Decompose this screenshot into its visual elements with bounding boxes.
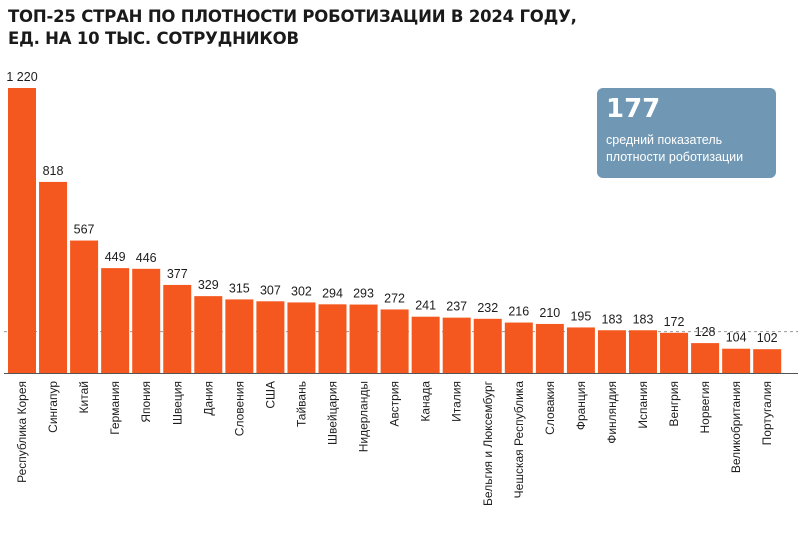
bar bbox=[380, 309, 409, 373]
category-label: Словения bbox=[232, 381, 246, 436]
category-label: Австрия bbox=[388, 381, 402, 427]
bar bbox=[256, 301, 285, 373]
bar bbox=[597, 330, 626, 373]
value-label: 210 bbox=[539, 306, 560, 320]
value-label: 294 bbox=[322, 286, 343, 300]
category-label: Чешская Республика bbox=[512, 381, 526, 499]
bar bbox=[411, 316, 440, 373]
category-label: Германия bbox=[108, 381, 122, 435]
value-label: 1 220 bbox=[6, 70, 37, 84]
value-label: 377 bbox=[167, 267, 188, 281]
value-label: 237 bbox=[446, 300, 467, 314]
bar bbox=[691, 343, 720, 373]
value-label: 446 bbox=[136, 251, 157, 265]
category-label: Бельгия и Люксембург bbox=[481, 380, 495, 506]
value-label: 232 bbox=[477, 301, 498, 315]
category-label: Китай bbox=[77, 381, 91, 413]
category-label: Испания bbox=[636, 381, 650, 429]
bar bbox=[442, 317, 471, 373]
category-label: Швеция bbox=[170, 381, 184, 425]
value-label: 172 bbox=[664, 315, 685, 329]
bar bbox=[722, 348, 751, 373]
value-label: 183 bbox=[602, 312, 623, 326]
bar bbox=[753, 349, 782, 373]
bar bbox=[566, 327, 595, 373]
category-label: Дания bbox=[201, 381, 215, 416]
value-label: 567 bbox=[74, 223, 95, 237]
value-label: 315 bbox=[229, 281, 250, 295]
value-label: 195 bbox=[570, 309, 591, 323]
value-label: 302 bbox=[291, 284, 312, 298]
bar bbox=[287, 302, 316, 373]
category-label: Великобритания bbox=[729, 381, 743, 473]
bar bbox=[132, 268, 161, 373]
value-label: 128 bbox=[695, 325, 716, 339]
bar bbox=[660, 332, 689, 373]
bar bbox=[535, 323, 564, 373]
value-label: 329 bbox=[198, 278, 219, 292]
bar bbox=[225, 299, 254, 373]
category-label: Франция bbox=[574, 381, 588, 430]
value-label: 183 bbox=[633, 312, 654, 326]
category-label: Португалия bbox=[760, 381, 774, 445]
category-label: Швейцария bbox=[326, 381, 340, 445]
average-description: средний показатель плотности роботизации bbox=[606, 133, 744, 164]
category-label: Италия bbox=[450, 381, 464, 422]
value-label: 293 bbox=[353, 287, 374, 301]
bar bbox=[504, 322, 533, 373]
bar bbox=[163, 284, 192, 373]
bar bbox=[194, 296, 223, 373]
bar bbox=[70, 240, 99, 373]
category-label: Нидерланды bbox=[357, 381, 371, 452]
category-label: Республика Корея bbox=[15, 381, 29, 483]
chart-title-line2: ЕД. НА 10 ТЫС. СОТРУДНИКОВ bbox=[8, 29, 299, 48]
value-label: 104 bbox=[726, 331, 747, 345]
value-label: 307 bbox=[260, 283, 281, 297]
value-label: 102 bbox=[757, 331, 778, 345]
average-value: 177 bbox=[606, 94, 661, 124]
value-label: 216 bbox=[508, 305, 529, 319]
bar bbox=[349, 304, 378, 373]
value-label: 272 bbox=[384, 291, 405, 305]
category-label: Венгрия bbox=[667, 381, 681, 427]
bar bbox=[318, 304, 347, 373]
value-label: 818 bbox=[43, 164, 64, 178]
bar bbox=[39, 181, 68, 373]
category-label: Япония bbox=[139, 381, 153, 423]
value-label: 449 bbox=[105, 250, 126, 264]
category-label: США bbox=[263, 381, 277, 409]
category-label: Словакия bbox=[543, 381, 557, 435]
bar bbox=[629, 330, 657, 373]
category-label: Сингапур bbox=[46, 381, 60, 433]
chart-title: ТОП-25 СТРАН ПО ПЛОТНОСТИ РОБОТИЗАЦИИ В … bbox=[8, 6, 577, 50]
chart-title-line1: ТОП-25 СТРАН ПО ПЛОТНОСТИ РОБОТИЗАЦИИ В … bbox=[8, 7, 577, 26]
average-callout: 177 средний показатель плотности роботиз… bbox=[597, 88, 776, 178]
bar bbox=[101, 268, 130, 373]
bar bbox=[8, 88, 36, 373]
category-label: Норвегия bbox=[698, 381, 712, 434]
value-label: 241 bbox=[415, 299, 436, 313]
category-label: Финляндия bbox=[605, 381, 619, 444]
category-label: Тайвань bbox=[294, 381, 308, 427]
bar bbox=[473, 318, 502, 373]
category-label: Канада bbox=[419, 381, 433, 422]
